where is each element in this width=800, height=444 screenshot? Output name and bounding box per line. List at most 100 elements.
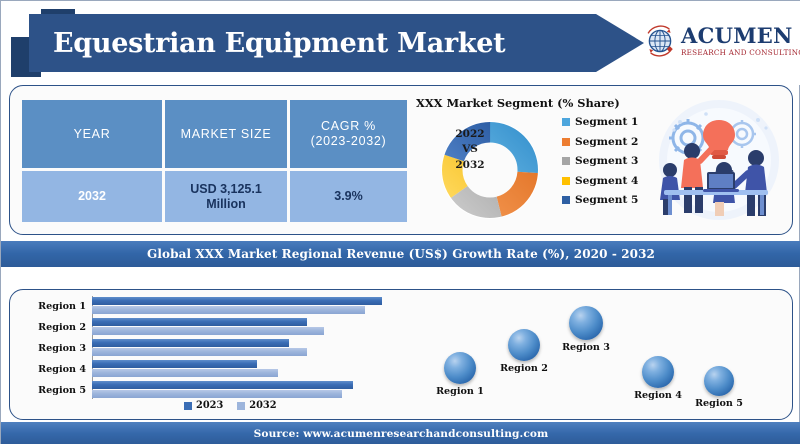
bubble-label-region-1: Region 1 [436, 386, 484, 397]
lightbulb-icon [703, 120, 735, 159]
bar-2032-region-1 [92, 306, 365, 314]
bar-group-region-3: Region 3 [24, 338, 410, 358]
bar-2023-region-4 [92, 360, 257, 368]
legend-label-segment-3: Segment 3 [575, 155, 639, 167]
regional-charts-card: Region 1 Region 2 Region 3 [9, 289, 793, 420]
bar-pair-region-2 [92, 317, 402, 337]
bar-category-label-region-5: Region 5 [38, 384, 86, 396]
footer-source-text: Source: www.acumenresearchandconsulting.… [253, 427, 549, 440]
globe-icon [647, 25, 673, 57]
title-ribbon [29, 14, 644, 72]
table-header-year: YEAR [22, 100, 162, 168]
legend-item-segment-5: Segment 5 [562, 194, 638, 206]
bar-legend-swatch-2023 [184, 401, 192, 410]
team-collaboration-illustration [659, 100, 779, 220]
bubble-label-region-2: Region 2 [500, 363, 548, 374]
laptop-icon [703, 172, 739, 192]
bar-legend-item-2023: 2023 [184, 400, 223, 411]
segment-donut-chart: XXX Market Segment (% Share) [414, 94, 654, 230]
legend-swatch-segment-2 [562, 137, 570, 146]
bar-legend-item-2032: 2032 [237, 400, 277, 411]
summary-card: YEAR MARKET SIZE CAGR % (2023-2032) 2032… [9, 85, 793, 235]
bar-category-label-region-3: Region 3 [38, 342, 86, 354]
bar-chart-axis [92, 296, 96, 399]
legend-swatch-segment-5 [562, 196, 570, 204]
table-header-cagr-line2: (2023-2032) [310, 134, 387, 148]
table-cell-market-size: USD 3,125.1 Million [165, 171, 287, 222]
bar-pair-region-5 [92, 380, 402, 400]
table-header-market-size: MARKET SIZE [165, 100, 287, 168]
regional-bar-chart: Region 1 Region 2 Region 3 [24, 296, 410, 414]
legend-item-segment-1: Segment 1 [562, 116, 638, 128]
bar-category-label-region-2: Region 2 [38, 321, 86, 333]
market-size-line1: USD 3,125.1 [190, 181, 262, 196]
bar-2023-region-1 [92, 297, 382, 305]
table-header-cagr: CAGR % (2023-2032) [290, 100, 407, 168]
legend-label-segment-5: Segment 5 [575, 194, 639, 206]
table-row: 2032 USD 3,125.1 Million 3.9% [22, 171, 407, 222]
bar-2023-region-3 [92, 339, 289, 347]
bubble-group-region-5: Region 5 [695, 366, 743, 409]
bar-pair-region-3 [92, 338, 402, 358]
table-cell-year: 2032 [22, 171, 162, 222]
bubble-label-region-3: Region 3 [562, 342, 610, 353]
bubble-region-1 [444, 352, 476, 384]
donut-svg [441, 121, 539, 219]
legend-label-segment-2: Segment 2 [575, 135, 639, 148]
bubble-region-4 [642, 356, 674, 388]
table-header-row: YEAR MARKET SIZE CAGR % (2023-2032) [22, 100, 407, 168]
brand-logo: ACUMEN RESEARCH AND CONSULTING [643, 15, 800, 67]
bar-group-region-4: Region 4 [24, 359, 410, 379]
bar-group-region-5: Region 5 [24, 380, 410, 400]
bar-category-label-region-4: Region 4 [38, 363, 86, 375]
bubble-group-region-3: Region 3 [562, 306, 610, 353]
bar-group-region-2: Region 2 [24, 317, 410, 337]
market-summary-table: YEAR MARKET SIZE CAGR % (2023-2032) 2032… [22, 100, 407, 222]
bar-2032-region-2 [92, 327, 324, 335]
donut-chart-title: XXX Market Segment (% Share) [416, 96, 620, 110]
footer-bar: Source: www.acumenresearchandconsulting.… [1, 422, 800, 444]
bar-2023-region-2 [92, 318, 307, 326]
donut-graphic [434, 114, 546, 226]
bar-legend-label-2032: 2032 [249, 400, 277, 411]
bubble-label-region-4: Region 4 [634, 390, 682, 401]
bar-legend-label-2023: 2023 [196, 400, 224, 411]
legend-label-segment-1: Segment 1 [575, 116, 639, 128]
bar-group-region-1: Region 1 [24, 296, 410, 316]
legend-item-segment-3: Segment 3 [562, 155, 638, 167]
legend-item-segment-4: Segment 4 [562, 175, 638, 187]
bubble-label-region-5: Region 5 [695, 398, 743, 409]
bar-category-label-region-1: Region 1 [38, 300, 86, 312]
bar-legend-swatch-2032 [237, 401, 246, 410]
regional-banner-title: Global XXX Market Regional Revenue (US$)… [146, 247, 656, 261]
logo-tagline: RESEARCH AND CONSULTING [681, 48, 800, 57]
logo-text: ACUMEN RESEARCH AND CONSULTING [681, 25, 800, 57]
regional-revenue-banner: Global XXX Market Regional Revenue (US$)… [1, 241, 800, 267]
legend-swatch-segment-4 [562, 176, 570, 185]
bar-pair-region-4 [92, 359, 402, 379]
header-band: Equestrian Equipment Market ACUMEN RESEA… [1, 1, 800, 85]
bubble-group-region-1: Region 1 [436, 352, 484, 397]
bubble-region-2 [508, 329, 540, 361]
bubble-region-5 [704, 366, 734, 396]
bar-2032-region-5 [92, 390, 342, 398]
legend-item-segment-2: Segment 2 [562, 136, 638, 148]
bar-2032-region-4 [92, 369, 278, 377]
legend-label-segment-4: Segment 4 [575, 174, 639, 187]
bubble-region-3 [569, 306, 603, 340]
bar-2032-region-3 [92, 348, 307, 356]
legend-swatch-segment-3 [562, 157, 570, 165]
table-header-cagr-line1: CAGR % [321, 119, 376, 134]
page-title: Equestrian Equipment Market [53, 27, 506, 59]
regional-bubble-chart: Region 1 Region 2 Region 3 Region 4 Regi… [414, 296, 790, 414]
legend-swatch-segment-1 [562, 118, 570, 126]
bubble-group-region-4: Region 4 [634, 356, 682, 401]
table-cell-cagr: 3.9% [290, 171, 407, 222]
bubble-group-region-2: Region 2 [500, 329, 548, 374]
bar-2023-region-5 [92, 381, 353, 389]
bar-chart-legend: 2023 2032 [184, 400, 277, 411]
logo-name: ACUMEN [681, 23, 793, 48]
market-size-line2: Million [206, 196, 246, 211]
donut-legend: Segment 1 Segment 2 Segment 3 Segment 4 … [562, 116, 638, 206]
